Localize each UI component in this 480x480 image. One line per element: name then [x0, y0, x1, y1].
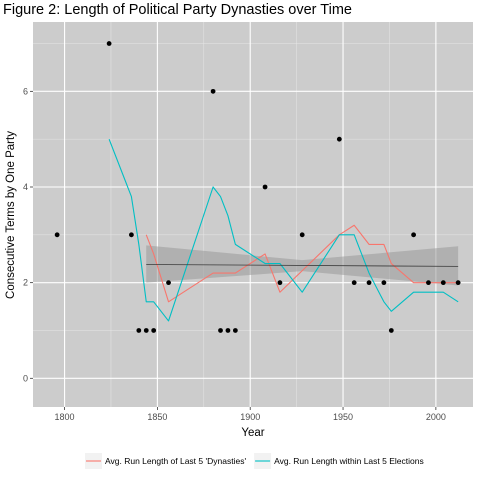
x-tick-label: 1950 — [333, 412, 353, 422]
data-point — [277, 280, 283, 286]
data-point — [388, 328, 394, 333]
data-point — [225, 328, 231, 333]
y-axis-ticks: 0 2 4 6 — [23, 86, 33, 383]
legend: Avg. Run Length of Last 5 'Dynasties' Avg… — [85, 453, 424, 469]
data-point — [366, 280, 372, 286]
x-tick-label: 1900 — [240, 412, 260, 422]
gridlines-major — [33, 22, 473, 407]
data-point — [299, 232, 305, 238]
data-point — [128, 232, 134, 238]
data-point — [166, 280, 171, 286]
x-tick-label: 1800 — [55, 412, 75, 422]
data-point — [232, 328, 238, 333]
data-point — [440, 280, 446, 286]
x-tick-label: 2000 — [426, 412, 446, 422]
x-axis-title: Year — [241, 427, 264, 439]
legend-label-1: Avg. Run Length of Last 5 'Dynasties' — [105, 456, 246, 466]
data-point — [210, 88, 216, 94]
x-tick-label: 1850 — [147, 412, 167, 422]
chart-title: Figure 2: Length of Political Party Dyna… — [3, 2, 352, 18]
y-tick-label: 4 — [23, 182, 28, 192]
y-tick-label: 2 — [23, 278, 28, 288]
data-point — [411, 232, 416, 238]
y-axis-title: Consecutive Terms by One Party — [5, 131, 17, 299]
y-tick-label: 0 — [23, 373, 28, 383]
series-lines — [108, 138, 459, 322]
plot-panel — [33, 22, 473, 407]
data-point — [218, 328, 223, 333]
trend-line-path — [146, 264, 459, 267]
trend-line — [146, 264, 459, 267]
data-points — [54, 41, 461, 333]
x-axis-ticks: 1800 1850 1900 1950 2000 — [55, 407, 446, 422]
data-point — [151, 328, 157, 333]
data-point — [143, 328, 149, 333]
data-point — [381, 280, 387, 286]
data-point — [426, 280, 431, 286]
data-point — [336, 136, 342, 142]
series-line-2 — [108, 138, 459, 322]
data-point — [351, 280, 357, 286]
data-point — [136, 328, 142, 333]
data-point — [455, 280, 461, 286]
data-point — [262, 184, 268, 190]
y-tick-label: 6 — [23, 86, 28, 96]
legend-label-2: Avg. Run Length within Last 5 Elections — [274, 456, 424, 466]
data-point — [54, 232, 60, 238]
data-point — [106, 41, 112, 46]
